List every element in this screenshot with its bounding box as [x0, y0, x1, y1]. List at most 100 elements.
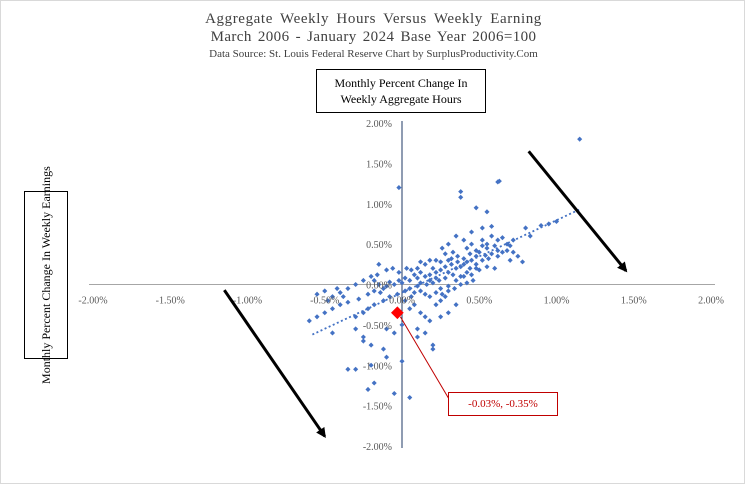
arrows-group: [223, 150, 628, 438]
data-point: [485, 256, 492, 262]
data-point: [411, 290, 417, 296]
data-point: [495, 179, 501, 185]
data-point: [473, 205, 479, 211]
data-point: [450, 272, 456, 278]
data-point: [340, 294, 346, 300]
data-point: [479, 225, 485, 231]
data-point: [510, 249, 516, 255]
data-point: [408, 294, 414, 300]
data-point: [453, 233, 459, 239]
data-point: [479, 257, 485, 263]
data-point: [399, 280, 405, 286]
data-point: [402, 275, 408, 281]
x-tick-label: 0.50%: [466, 296, 492, 307]
data-point: [453, 277, 459, 284]
data-point: [464, 269, 470, 275]
data-point: [314, 314, 320, 320]
data-point: [391, 281, 397, 288]
data-point: [484, 241, 490, 247]
data-point: [329, 294, 336, 300]
data-point: [391, 390, 397, 397]
data-point: [433, 269, 439, 275]
x-tick-label: 0.00%: [389, 296, 415, 307]
data-point: [489, 251, 495, 257]
data-point: [422, 314, 428, 320]
data-point: [371, 277, 377, 284]
data-point: [408, 267, 414, 273]
data-point: [507, 257, 513, 263]
data-point: [464, 280, 470, 286]
data-point: [515, 253, 521, 259]
data-point: [458, 281, 464, 288]
data-point: [436, 277, 442, 284]
data-point: [384, 283, 390, 289]
data-point: [427, 294, 433, 300]
data-point: [445, 288, 451, 294]
data-point: [455, 253, 461, 259]
data-point: [479, 237, 485, 243]
data-point: [411, 302, 417, 308]
data-point: [391, 330, 397, 336]
x-tick-label: 1.50%: [621, 296, 647, 307]
data-point: [461, 256, 467, 262]
trend-arrow: [527, 150, 628, 273]
y-tick-label: 1.00%: [366, 200, 392, 211]
data-point: [424, 281, 430, 288]
data-point: [380, 298, 387, 304]
data-point: [433, 302, 439, 308]
highlight-group: [391, 306, 450, 400]
data-point: [499, 249, 505, 255]
data-point: [430, 280, 436, 286]
data-point: [427, 272, 433, 278]
data-point: [492, 265, 498, 271]
data-point: [527, 233, 533, 239]
data-point: [306, 318, 312, 324]
data-point: [368, 342, 374, 348]
data-point: [396, 185, 402, 191]
data-point: [368, 362, 374, 368]
highlight-point: [391, 306, 404, 320]
data-point: [345, 366, 351, 372]
data-point: [461, 237, 467, 243]
trendline-group: [312, 208, 581, 336]
data-point: [407, 285, 413, 292]
trendline: [312, 208, 581, 336]
data-point: [461, 273, 467, 279]
data-point: [473, 261, 479, 267]
y-tick-label: -0.50%: [363, 321, 392, 332]
data-point: [458, 189, 464, 195]
data-point: [458, 194, 464, 200]
data-point: [345, 299, 351, 305]
data-point: [414, 326, 420, 332]
data-point: [479, 243, 485, 249]
x-tick-label: 2.00%: [698, 296, 724, 307]
data-point: [464, 259, 470, 265]
data-point: [504, 248, 510, 254]
data-point: [507, 243, 513, 249]
data-point: [360, 277, 366, 284]
data-point: [489, 223, 495, 229]
data-point: [322, 310, 328, 316]
data-point: [411, 272, 417, 278]
y-tick-label: 1.50%: [366, 159, 392, 170]
data-point: [450, 249, 456, 255]
data-point: [371, 380, 377, 386]
y-tick-label: -1.00%: [363, 361, 392, 372]
data-point: [433, 257, 439, 263]
x-axis-label: Monthly Percent Change In Weekly Earning…: [38, 166, 53, 384]
y-tick-label: -2.00%: [363, 442, 392, 453]
data-point: [329, 330, 336, 336]
data-point: [380, 346, 387, 352]
data-point: [433, 290, 439, 296]
data-point: [396, 269, 402, 275]
data-point: [445, 310, 451, 316]
data-point: [442, 294, 448, 300]
x-tick-label: -0.50%: [310, 296, 339, 307]
data-point: [438, 298, 444, 304]
data-point: [577, 136, 583, 142]
data-point: [470, 277, 476, 284]
data-point: [422, 291, 428, 297]
data-point: [430, 265, 436, 271]
data-point: [402, 298, 408, 304]
callout-connector: [399, 316, 450, 400]
